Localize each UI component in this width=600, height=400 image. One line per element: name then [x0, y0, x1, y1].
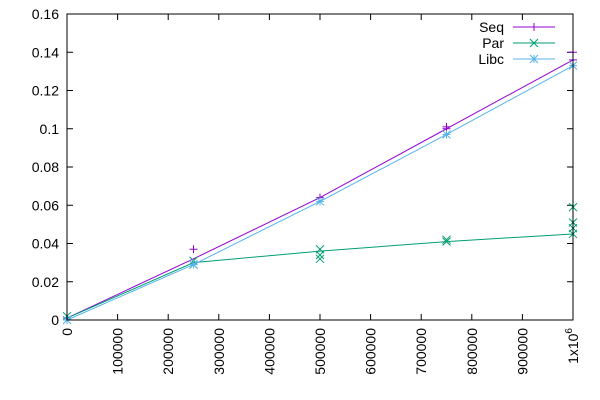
- data-point-par: [315, 250, 325, 260]
- y-tick-label: 0.14: [32, 44, 59, 60]
- x-tick-label: 100000: [110, 328, 126, 375]
- series-libc: [62, 61, 578, 325]
- y-tick-label: 0.16: [32, 6, 59, 22]
- series-par: [62, 202, 578, 321]
- x-tick-label: 400000: [261, 328, 277, 375]
- series-layer: [62, 48, 578, 325]
- y-tick-label: 0.12: [32, 83, 59, 99]
- x-tick-label: 1x106: [564, 328, 581, 364]
- x-tick-label: 300000: [211, 328, 227, 375]
- y-tick-label: 0.08: [32, 159, 59, 175]
- data-point-seq: [189, 245, 198, 254]
- y-tick-label: 0: [51, 312, 59, 328]
- x-tick-label: 600000: [363, 328, 379, 375]
- data-point-libc: [315, 197, 325, 206]
- data-point-libc: [442, 130, 451, 139]
- legend-marker-libc: [529, 54, 539, 64]
- series-line-libc: [66, 65, 574, 321]
- data-point-par: [442, 237, 451, 246]
- x-tick-label: 800000: [464, 328, 480, 375]
- y-tick-label: 0.02: [32, 274, 59, 290]
- legend-label-par: Par: [482, 35, 504, 51]
- legend-marker-par: [529, 38, 539, 48]
- legend-label-seq: Seq: [479, 19, 504, 35]
- series-seq: [63, 48, 577, 323]
- y-tick-label: 0.04: [32, 236, 59, 252]
- x-tick-label: 200000: [160, 328, 176, 375]
- series-line-seq: [66, 59, 574, 319]
- x-tick-label: 700000: [413, 328, 429, 375]
- series-line-par: [66, 233, 574, 319]
- y-tick-label: 0.1: [40, 121, 60, 137]
- data-point-libc: [189, 260, 198, 269]
- plot-frame: [66, 13, 574, 321]
- legend-label-libc: Libc: [478, 51, 504, 67]
- legend-marker-seq: [530, 23, 538, 31]
- data-point-par: [315, 254, 325, 264]
- y-tick-label: 0.06: [32, 197, 59, 213]
- x-tick-label: 500000: [312, 328, 328, 375]
- ticks-layer: 0 0.02 0.04 0.06 0.08 0.1 0.12 0.14 0.16 0 100000 2…: [32, 6, 581, 375]
- data-point-par: [442, 235, 451, 245]
- data-point-seq: [442, 122, 451, 131]
- x-tick-label: 900000: [514, 328, 530, 375]
- x-tick-label: 0: [59, 328, 75, 336]
